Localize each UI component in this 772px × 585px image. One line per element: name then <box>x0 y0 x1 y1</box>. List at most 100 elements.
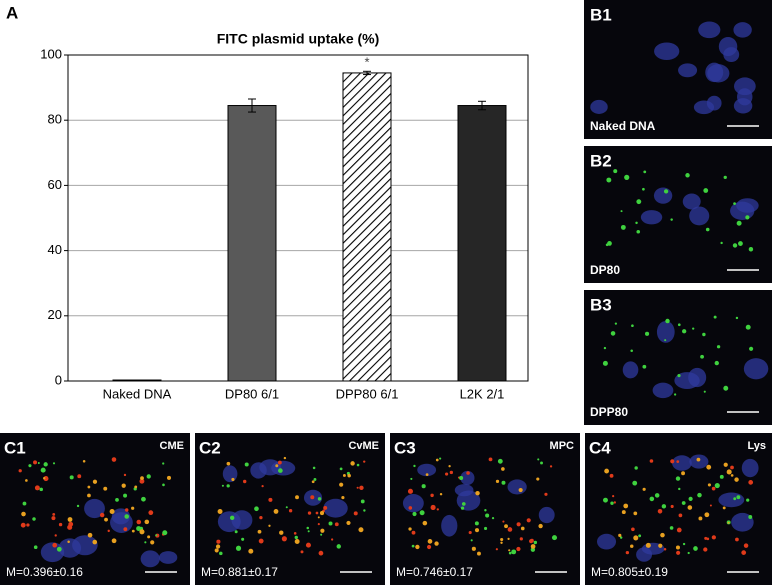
dot <box>491 517 495 520</box>
dot <box>732 243 738 248</box>
dot <box>748 479 754 485</box>
dot <box>275 464 279 468</box>
y-tick-label: 80 <box>48 112 62 127</box>
dot <box>155 534 158 537</box>
cell <box>678 63 698 78</box>
panel-label: B1 <box>590 5 612 24</box>
dot <box>551 535 558 541</box>
dot <box>711 535 716 540</box>
cell <box>402 494 424 513</box>
plot: 0 20 40 60 80 100 Naked DNA DP80 6/1 DPP80 6/1 * L… <box>40 46 529 401</box>
dot <box>407 488 414 494</box>
dot <box>682 329 687 334</box>
dot <box>346 520 351 526</box>
dot <box>234 530 238 534</box>
dot <box>518 487 523 493</box>
dot <box>147 535 151 539</box>
dot <box>111 457 117 462</box>
dot <box>334 522 339 527</box>
dot <box>58 522 63 527</box>
y-tick-label: 100 <box>40 46 62 61</box>
dot <box>697 492 702 498</box>
dot <box>722 506 726 510</box>
cell <box>590 99 608 115</box>
dot <box>607 241 612 246</box>
dot <box>104 517 108 522</box>
dot <box>705 227 710 232</box>
dot <box>307 511 312 515</box>
cell <box>222 465 238 483</box>
micrograph <box>195 433 385 585</box>
dot <box>99 512 105 518</box>
dot <box>320 528 325 533</box>
dot <box>657 509 663 514</box>
dot <box>663 548 667 551</box>
dot <box>219 551 223 556</box>
dot <box>507 537 510 540</box>
dot <box>107 529 110 533</box>
dot <box>713 315 717 319</box>
panel-label: C3 <box>394 438 416 457</box>
dot <box>37 462 40 465</box>
bar <box>457 105 507 382</box>
dot <box>670 218 673 221</box>
dot <box>115 497 119 502</box>
dot <box>519 537 523 541</box>
dot <box>681 471 686 476</box>
cell <box>217 511 241 533</box>
dot <box>358 527 364 533</box>
dot <box>123 527 128 532</box>
panel-caption: M=0.881±0.17 <box>201 565 278 579</box>
dot <box>52 462 56 465</box>
dot <box>257 529 262 534</box>
dot <box>26 523 30 527</box>
dot <box>620 224 626 230</box>
dot <box>706 537 710 541</box>
dot <box>277 460 282 465</box>
dot <box>336 544 341 549</box>
dot <box>109 509 115 515</box>
dot <box>261 485 264 488</box>
cell <box>250 462 267 479</box>
dot <box>636 229 641 234</box>
dot <box>633 535 639 541</box>
dot <box>749 346 754 351</box>
dot <box>735 316 739 320</box>
cell <box>674 372 700 389</box>
dot <box>471 546 476 551</box>
dot <box>43 477 46 480</box>
dot <box>526 518 531 523</box>
cell <box>733 77 756 96</box>
dot <box>273 509 279 514</box>
dot <box>34 485 40 491</box>
dot <box>293 532 297 535</box>
dot <box>216 539 221 544</box>
micrograph <box>584 290 772 425</box>
dot <box>738 241 743 246</box>
dot <box>533 540 538 545</box>
dot <box>670 504 674 509</box>
dot <box>703 547 708 552</box>
dot <box>530 544 536 549</box>
dot <box>618 533 622 538</box>
dot <box>675 476 681 481</box>
dot <box>317 523 320 526</box>
dot <box>67 524 73 530</box>
dot <box>508 549 511 552</box>
dot <box>497 458 503 464</box>
dot <box>52 542 58 548</box>
cell <box>456 490 481 511</box>
dot <box>214 548 219 553</box>
panel-caption: M=0.805±0.19 <box>591 565 668 579</box>
dot <box>40 467 46 473</box>
bar <box>342 72 392 382</box>
dot <box>520 526 525 531</box>
dot <box>748 247 754 252</box>
dot <box>52 512 56 516</box>
dot <box>221 484 224 487</box>
dot <box>642 364 647 369</box>
dot <box>730 465 734 470</box>
dot <box>745 215 750 220</box>
dot <box>709 504 712 507</box>
